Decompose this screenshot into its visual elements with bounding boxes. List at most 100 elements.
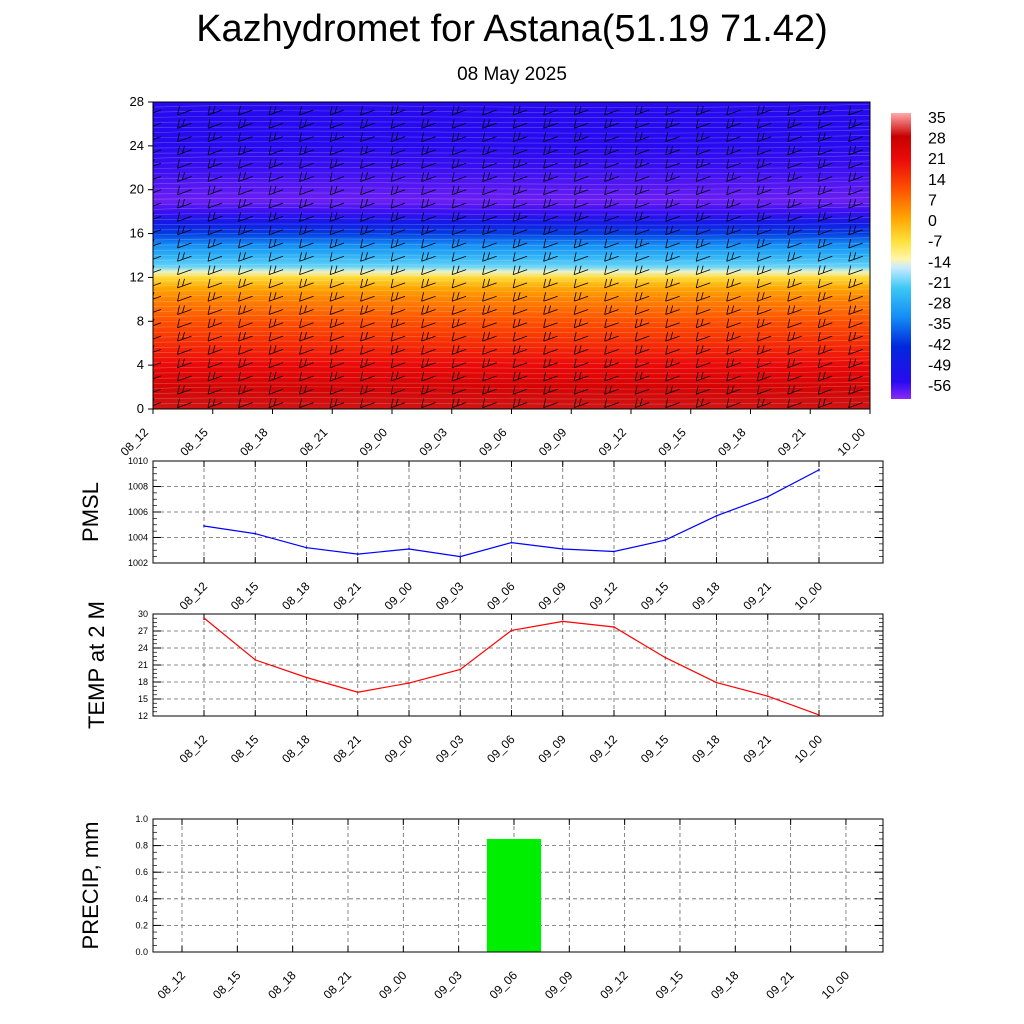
- wind-barb: [177, 198, 192, 209]
- barb-flag: [456, 159, 460, 167]
- barb-staff: [329, 269, 345, 275]
- barb-staff: [360, 402, 375, 408]
- wind-barb: [390, 238, 406, 249]
- x-tick-label: 10_00: [835, 425, 869, 459]
- barb-staff: [757, 162, 772, 169]
- y-tick-label: 1010: [128, 456, 148, 466]
- barb-flag: [238, 119, 241, 129]
- barb-flag: [665, 345, 669, 355]
- barb-flag: [726, 318, 730, 328]
- barb-flag: [817, 145, 821, 155]
- barb-staff: [268, 122, 284, 129]
- barb-flag: [848, 398, 852, 408]
- barb-flag: [848, 132, 852, 142]
- barb-staff: [177, 388, 192, 395]
- wind-barb: [787, 172, 802, 182]
- barb-flag: [634, 185, 638, 195]
- barb-staff: [390, 388, 406, 395]
- contour-line: [153, 305, 870, 308]
- wind-barb: [207, 345, 223, 355]
- wind-barb: [756, 172, 772, 182]
- barb-flag: [177, 265, 180, 275]
- barb-staff: [512, 176, 528, 182]
- barb-staff: [757, 229, 772, 236]
- barb-staff: [390, 349, 406, 355]
- barb-flag: [853, 172, 857, 180]
- barb-flag: [273, 345, 277, 353]
- barb-staff: [268, 269, 284, 275]
- wind-barb: [695, 145, 711, 156]
- barb-flag: [243, 225, 246, 233]
- wind-barb: [604, 105, 619, 116]
- barb-flag: [731, 225, 735, 233]
- barb-flag: [334, 159, 338, 167]
- barb-flag: [695, 212, 699, 222]
- barb-staff: [543, 349, 558, 355]
- barb-flag: [299, 305, 302, 315]
- wind-barb: [817, 345, 833, 355]
- barb-flag: [426, 252, 429, 260]
- barb-staff: [665, 269, 680, 275]
- barb-staff: [207, 216, 223, 222]
- y-tick-label: 24: [130, 138, 144, 153]
- barb-staff: [329, 189, 345, 196]
- barb-flag: [695, 332, 699, 342]
- contour-line: [153, 242, 870, 246]
- wind-barb: [329, 238, 345, 249]
- barb-flag: [792, 145, 796, 154]
- barb-staff: [177, 269, 192, 275]
- barb-staff: [451, 335, 467, 342]
- wind-barb: [299, 132, 314, 142]
- wind-barb: [299, 331, 314, 342]
- barb-flag: [573, 398, 577, 408]
- barb-flag: [360, 185, 363, 195]
- barb-flag: [792, 358, 796, 366]
- barb-staff: [574, 269, 589, 275]
- wind-barb: [421, 198, 436, 209]
- barb-flag: [456, 318, 460, 326]
- barb-flag: [731, 198, 735, 207]
- wind-barb: [177, 305, 192, 315]
- barb-staff: [726, 242, 741, 249]
- barb-flag: [665, 225, 669, 235]
- y-tick-label: 20: [130, 182, 144, 197]
- wind-barb: [421, 292, 436, 302]
- barb-flag: [482, 278, 486, 288]
- wind-barb: [817, 318, 833, 329]
- barb-flag: [517, 212, 521, 220]
- barb-flag: [726, 332, 730, 342]
- wind-barb: [207, 398, 223, 408]
- barb-staff: [238, 229, 253, 236]
- barb-staff: [421, 189, 436, 196]
- barb-flag: [543, 332, 547, 342]
- wind-barb: [153, 398, 162, 406]
- barb-flag: [360, 119, 363, 129]
- wind-barb: [268, 278, 284, 289]
- barb-flag: [451, 371, 455, 382]
- barb-flag: [665, 292, 669, 302]
- x-tick-label: 09_21: [740, 732, 774, 766]
- y-tick-label: 8: [137, 313, 144, 328]
- barb-staff: [726, 282, 741, 289]
- wind-barb: [512, 252, 528, 262]
- wind-barb: [726, 185, 741, 196]
- wind-barb: [512, 345, 528, 355]
- x-tick-label: 09_15: [655, 425, 689, 459]
- barb-staff: [696, 335, 711, 342]
- data-point: [203, 617, 205, 619]
- barb-staff: [757, 388, 772, 395]
- barb-flag: [451, 252, 455, 262]
- barb-flag: [726, 371, 730, 382]
- barb-flag: [639, 105, 643, 114]
- barb-flag: [238, 238, 241, 249]
- wind-barb: [665, 292, 680, 302]
- barb-staff: [177, 255, 192, 262]
- wind-barb: [573, 305, 589, 315]
- barb-flag: [153, 371, 155, 377]
- barb-staff: [299, 122, 314, 129]
- wind-barb: [817, 238, 833, 249]
- barb-flag: [756, 252, 760, 262]
- barb-flag: [512, 225, 516, 235]
- barb-flag: [517, 371, 521, 380]
- wind-barb: [153, 292, 162, 300]
